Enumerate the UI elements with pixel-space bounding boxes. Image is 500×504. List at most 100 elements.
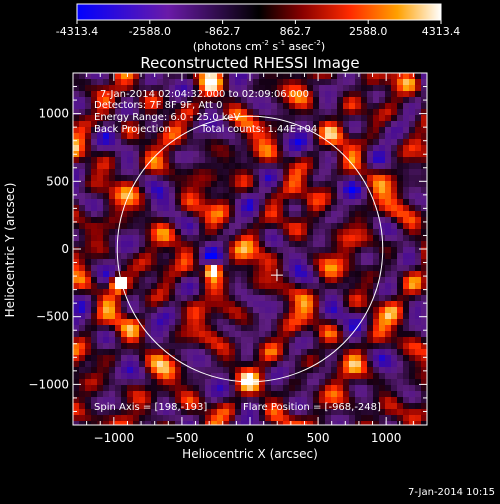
heatmap-cell (277, 91, 284, 98)
heatmap-cell (85, 235, 92, 242)
heatmap-cell (85, 307, 92, 314)
heatmap-cell (121, 151, 128, 158)
heatmap-cell (127, 259, 134, 266)
heatmap-cell (259, 97, 266, 104)
heatmap-cell (367, 247, 374, 254)
heatmap-cell (103, 373, 110, 380)
heatmap-cell (253, 343, 260, 350)
heatmap-cell (139, 301, 146, 308)
heatmap-cell (337, 265, 344, 272)
heatmap-cell (175, 265, 182, 272)
heatmap-cell (247, 385, 254, 392)
heatmap-cell (181, 109, 188, 116)
heatmap-cell (367, 295, 374, 302)
heatmap-cell (157, 97, 164, 104)
heatmap-cell (199, 133, 206, 140)
heatmap-cell (367, 379, 374, 386)
heatmap-cell (133, 199, 140, 206)
heatmap-cell (181, 295, 188, 302)
heatmap-cell (205, 397, 212, 404)
heatmap-cell (217, 391, 224, 398)
heatmap-cell (139, 217, 146, 224)
heatmap-cell (331, 103, 338, 110)
heatmap-cell (421, 271, 427, 278)
heatmap-cell (271, 79, 278, 86)
heatmap-cell (235, 319, 242, 326)
heatmap-cell (283, 307, 290, 314)
heatmap-cell (397, 385, 404, 392)
heatmap-cell (283, 121, 290, 128)
heatmap-cell (109, 331, 116, 338)
heatmap-cell (271, 313, 278, 320)
heatmap-cell (217, 187, 224, 194)
heatmap-cell (283, 223, 290, 230)
heatmap-cell (163, 109, 170, 116)
heatmap-cell (415, 85, 422, 92)
heatmap-cell (367, 385, 374, 392)
heatmap-cell (409, 127, 416, 134)
heatmap-cell (361, 349, 368, 356)
heatmap-cell (193, 193, 200, 200)
heatmap-cell (271, 163, 278, 170)
heatmap-cell (73, 409, 80, 416)
heatmap-cell (217, 301, 224, 308)
heatmap-cell (337, 103, 344, 110)
heatmap-cell (109, 265, 116, 272)
heatmap-cell (217, 277, 224, 284)
heatmap-cell (229, 301, 236, 308)
heatmap-cell (193, 151, 200, 158)
heatmap-cell (313, 331, 320, 338)
heatmap-cell (331, 79, 338, 86)
heatmap-cell (241, 109, 248, 116)
heatmap-cell (379, 343, 386, 350)
heatmap-cell (91, 205, 98, 212)
heatmap-cell (295, 157, 302, 164)
heatmap-cell (319, 223, 326, 230)
heatmap-cell (199, 301, 206, 308)
heatmap-cell (403, 283, 410, 290)
heatmap-cell (133, 247, 140, 254)
heatmap-cell (367, 373, 374, 380)
heatmap-cell (217, 163, 224, 170)
heatmap-cell (235, 373, 242, 380)
heatmap-cell (391, 301, 398, 308)
heatmap-cell (349, 199, 356, 206)
heatmap-cell (289, 289, 296, 296)
heatmap-cell (121, 391, 128, 398)
heatmap-cell (403, 151, 410, 158)
heatmap-cell (127, 313, 134, 320)
heatmap-cell (379, 391, 386, 398)
heatmap-cell (265, 175, 272, 182)
heatmap-cell (151, 169, 158, 176)
heatmap-cell (415, 73, 422, 80)
heatmap-cell (385, 355, 392, 362)
heatmap-cell (211, 379, 218, 386)
heatmap-cell (211, 331, 218, 338)
heatmap-cell (259, 259, 266, 266)
heatmap-cell (265, 403, 272, 410)
heatmap-cell (337, 337, 344, 344)
heatmap-cell (199, 85, 206, 92)
heatmap-cell (421, 115, 427, 122)
heatmap-cell (361, 109, 368, 116)
heatmap-cell (109, 421, 116, 425)
heatmap-cell (73, 85, 80, 92)
heatmap-cell (259, 343, 266, 350)
heatmap-cell (397, 85, 404, 92)
heatmap-cell (205, 79, 212, 86)
heatmap-cell (163, 217, 170, 224)
heatmap-cell (199, 139, 206, 146)
heatmap-cell (313, 175, 320, 182)
heatmap-cell (109, 289, 116, 296)
heatmap-cell (247, 91, 254, 98)
heatmap-cell (103, 151, 110, 158)
heatmap-cell (355, 313, 362, 320)
heatmap-cell (181, 187, 188, 194)
heatmap-cell (307, 307, 314, 314)
heatmap-cell (211, 283, 218, 290)
heatmap-cell (319, 217, 326, 224)
heatmap-cell (247, 379, 254, 386)
heatmap-cell (373, 151, 380, 158)
heatmap-cell (277, 313, 284, 320)
heatmap-cell (229, 259, 236, 266)
